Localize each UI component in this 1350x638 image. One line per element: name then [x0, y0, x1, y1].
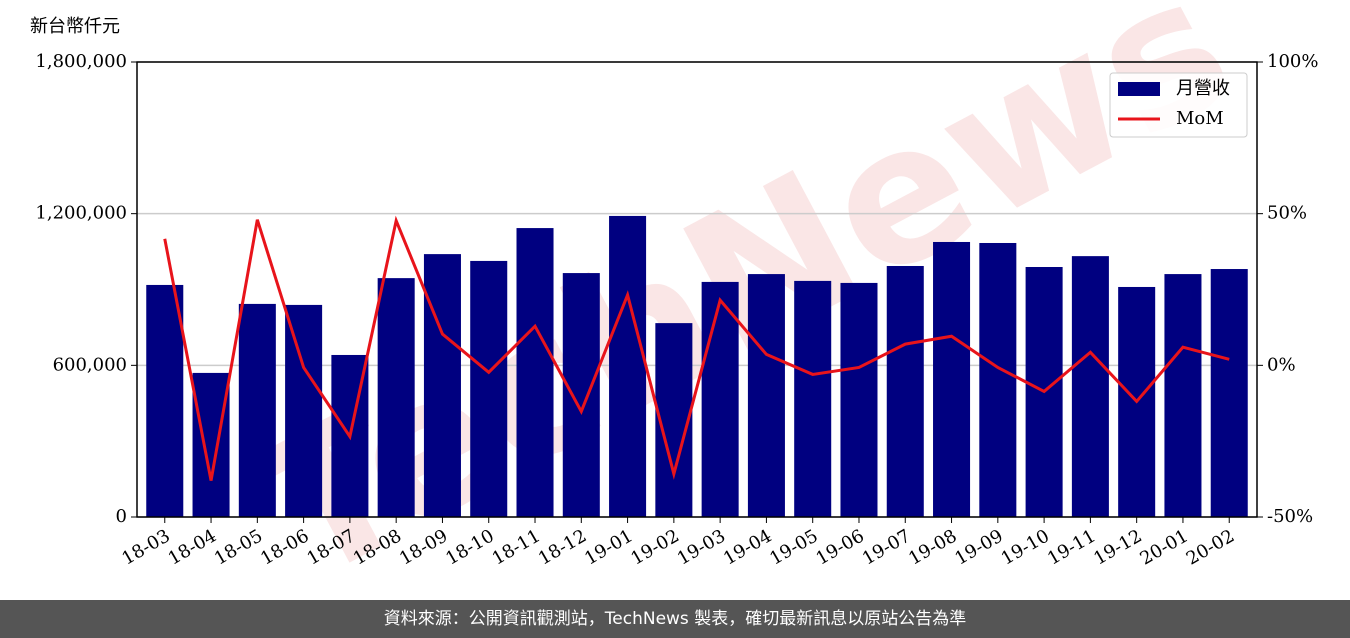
x-tick-label: 19-03	[674, 525, 729, 569]
legend: 月營收 MoM	[1109, 72, 1248, 138]
legend-label: MoM	[1176, 108, 1224, 129]
x-tick-label: 18-05	[211, 525, 266, 569]
line	[163, 215, 1230, 481]
x-tick-label: 19-02	[627, 525, 682, 569]
x-tick-label: 18-12	[535, 525, 590, 569]
bar	[238, 303, 276, 517]
x-tick-label: 20-01	[1137, 525, 1192, 569]
x-tick-label: 19-01	[581, 525, 636, 569]
bar	[655, 323, 693, 517]
legend-label: 月營收	[1176, 78, 1230, 99]
bar	[470, 260, 508, 517]
bar	[377, 278, 415, 517]
legend-swatch	[1118, 82, 1160, 96]
x-tick-label: 19-08	[905, 525, 960, 569]
x-tick-label: 19-06	[813, 525, 868, 569]
bar	[192, 372, 230, 517]
x-tick-label: 19-09	[951, 525, 1006, 569]
x-tick-label: 18-03	[118, 525, 173, 569]
bar	[1071, 256, 1109, 517]
bar	[979, 242, 1017, 517]
y2-tick-label: 0%	[1267, 354, 1296, 375]
bar	[933, 241, 971, 517]
bar	[423, 254, 461, 517]
y2-tick-label: -50%	[1267, 506, 1313, 527]
y-tick-label: 1,200,000	[35, 203, 127, 224]
x-tick-label: 19-10	[998, 525, 1053, 569]
x-tick-label: 19-12	[1090, 525, 1145, 569]
x-tick-label: 18-04	[165, 525, 220, 569]
bar	[794, 280, 832, 517]
bar	[146, 284, 184, 517]
bar	[840, 282, 878, 517]
bar	[1210, 269, 1248, 517]
x-tick-label: 19-07	[859, 525, 914, 569]
footer-text: 資料來源：公開資訊觀測站，TechNews 製表，確切最新訊息以原站公告為準	[384, 609, 966, 629]
bar	[285, 304, 323, 517]
x-tick-label: 19-05	[766, 525, 821, 569]
y2-tick-label: 50%	[1267, 203, 1307, 224]
x-tick-label: 20-02	[1183, 525, 1238, 569]
bar	[1164, 274, 1202, 517]
bar	[562, 273, 600, 517]
bar	[701, 281, 739, 517]
y-axis-title: 新台幣仟元	[30, 16, 120, 37]
y-tick-label: 1,800,000	[35, 51, 127, 72]
footer-bar	[0, 600, 1350, 638]
plot-frame	[136, 61, 1258, 518]
y-tick-label: 600,000	[53, 354, 127, 375]
y-tick-label: 0	[116, 506, 127, 527]
bar	[609, 215, 647, 518]
bar	[747, 274, 785, 517]
x-tick-label: 19-11	[1044, 525, 1099, 569]
bar	[516, 228, 554, 517]
bar	[886, 265, 924, 517]
plot: 0 600,000 1,200,000 1,800,000 -50% 0% 50% 100% 1…	[35, 51, 1318, 570]
y2-tick-label: 100%	[1267, 51, 1318, 72]
x-tick-label: 19-04	[720, 525, 775, 569]
